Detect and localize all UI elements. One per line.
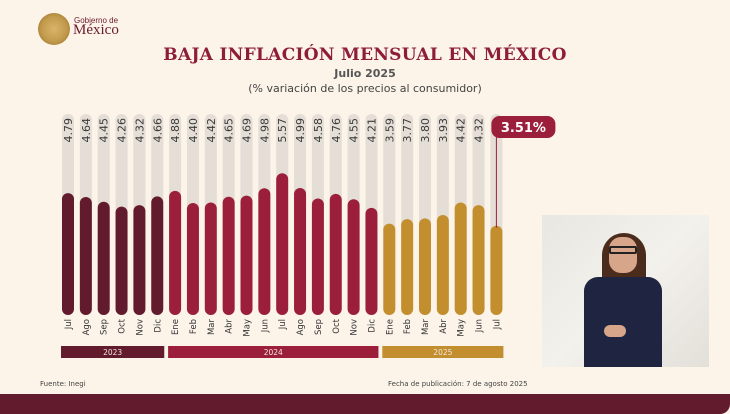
year-band <box>61 346 165 358</box>
bar <box>436 215 449 315</box>
value-label: 4.64 <box>80 118 93 143</box>
bar <box>79 196 92 315</box>
month-label: Oct <box>118 318 128 333</box>
month-label: Sep <box>314 319 324 335</box>
bar <box>383 223 396 315</box>
bar <box>169 190 182 315</box>
year-band <box>168 346 379 358</box>
value-label: 4.69 <box>241 118 254 143</box>
value-label: 4.42 <box>205 118 218 143</box>
chart-units: (% variación de los precios al consumido… <box>248 82 482 95</box>
value-label: 3.59 <box>383 118 396 143</box>
bar <box>240 195 253 315</box>
sign-language-interpreter-video <box>542 215 709 367</box>
source-note: Fuente: Inegi <box>40 380 86 388</box>
logo-text-line2: México <box>73 22 119 38</box>
month-label: Ene <box>385 319 395 335</box>
month-label: Ago <box>82 319 92 335</box>
bar <box>222 196 235 315</box>
bar <box>115 206 128 315</box>
value-label: 4.99 <box>294 118 307 143</box>
interpreter-body <box>584 277 662 367</box>
month-label: Jul <box>492 319 502 330</box>
interpreter-hand <box>604 325 626 337</box>
bar <box>258 188 271 315</box>
month-label: Jul <box>64 319 74 330</box>
bar <box>151 196 164 315</box>
year-label: 2023 <box>103 348 122 357</box>
value-label: 4.79 <box>62 118 75 143</box>
bar <box>365 207 378 315</box>
month-label: Mar <box>421 319 431 336</box>
value-label: 4.45 <box>98 118 111 143</box>
value-label: 5.57 <box>276 118 289 143</box>
bar <box>133 205 146 315</box>
bar <box>419 218 431 315</box>
bar <box>204 202 217 315</box>
bar <box>472 205 485 315</box>
value-label: 4.32 <box>133 118 146 143</box>
chart-title: BAJA INFLACIÓN MENSUAL EN MÉXICO <box>163 45 567 65</box>
year-band <box>382 346 504 358</box>
bar <box>329 193 342 315</box>
value-label: 4.98 <box>258 118 271 143</box>
month-label: Sep <box>100 319 110 335</box>
value-label: 3.80 <box>419 118 432 143</box>
month-label: Dic <box>153 319 163 333</box>
month-label: Abr <box>225 319 235 334</box>
value-label: 4.66 <box>151 118 164 143</box>
publication-date: Fecha de publicación: 7 de agosto 2025 <box>388 380 528 388</box>
value-label: 4.58 <box>312 118 325 143</box>
bar <box>490 225 503 315</box>
value-label: 3.93 <box>437 118 450 143</box>
year-label: 2025 <box>433 348 452 357</box>
month-label: Jun <box>475 319 485 333</box>
month-label: Dic <box>367 319 377 333</box>
bar <box>454 202 467 315</box>
month-label: Ago <box>296 319 306 335</box>
value-label: 4.21 <box>365 118 378 143</box>
month-label: Oct <box>332 318 342 333</box>
month-label: Mar <box>207 319 217 336</box>
month-label: Ene <box>171 319 181 335</box>
month-label: Jun <box>260 319 270 333</box>
bar <box>347 199 360 315</box>
mexico-seal-icon <box>38 13 70 45</box>
bar <box>311 198 324 315</box>
value-label: 4.88 <box>169 118 182 143</box>
highlight-value: 3.51% <box>501 121 546 136</box>
value-label: 4.76 <box>330 118 343 143</box>
month-label: May <box>243 319 253 337</box>
value-label: 4.42 <box>455 118 468 143</box>
value-label: 3.77 <box>401 118 414 143</box>
month-label: Feb <box>189 319 199 334</box>
month-label: Nov <box>350 319 360 336</box>
month-label: Nov <box>135 319 145 336</box>
month-label: May <box>457 319 467 337</box>
bar <box>186 203 199 315</box>
bar <box>97 201 110 315</box>
value-label: 4.40 <box>187 118 200 143</box>
bar <box>294 188 307 315</box>
highlight-badge <box>491 116 556 138</box>
interpreter-face <box>609 237 637 273</box>
year-label: 2024 <box>264 348 283 357</box>
interpreter-glasses <box>609 246 637 254</box>
value-label: 4.65 <box>223 118 236 143</box>
bar <box>276 173 289 315</box>
logo-text-line1: Gobierno de <box>74 16 119 25</box>
month-label: Jul <box>278 319 288 330</box>
month-label: Feb <box>403 319 413 334</box>
bar <box>62 193 74 315</box>
value-label: 4.26 <box>116 118 129 143</box>
value-label: 4.32 <box>473 118 486 143</box>
month-label: Abr <box>439 319 449 334</box>
bar <box>401 219 414 315</box>
chart-subtitle: Julio 2025 <box>334 67 396 80</box>
value-label: 4.55 <box>348 118 361 143</box>
bottom-band <box>0 394 730 414</box>
